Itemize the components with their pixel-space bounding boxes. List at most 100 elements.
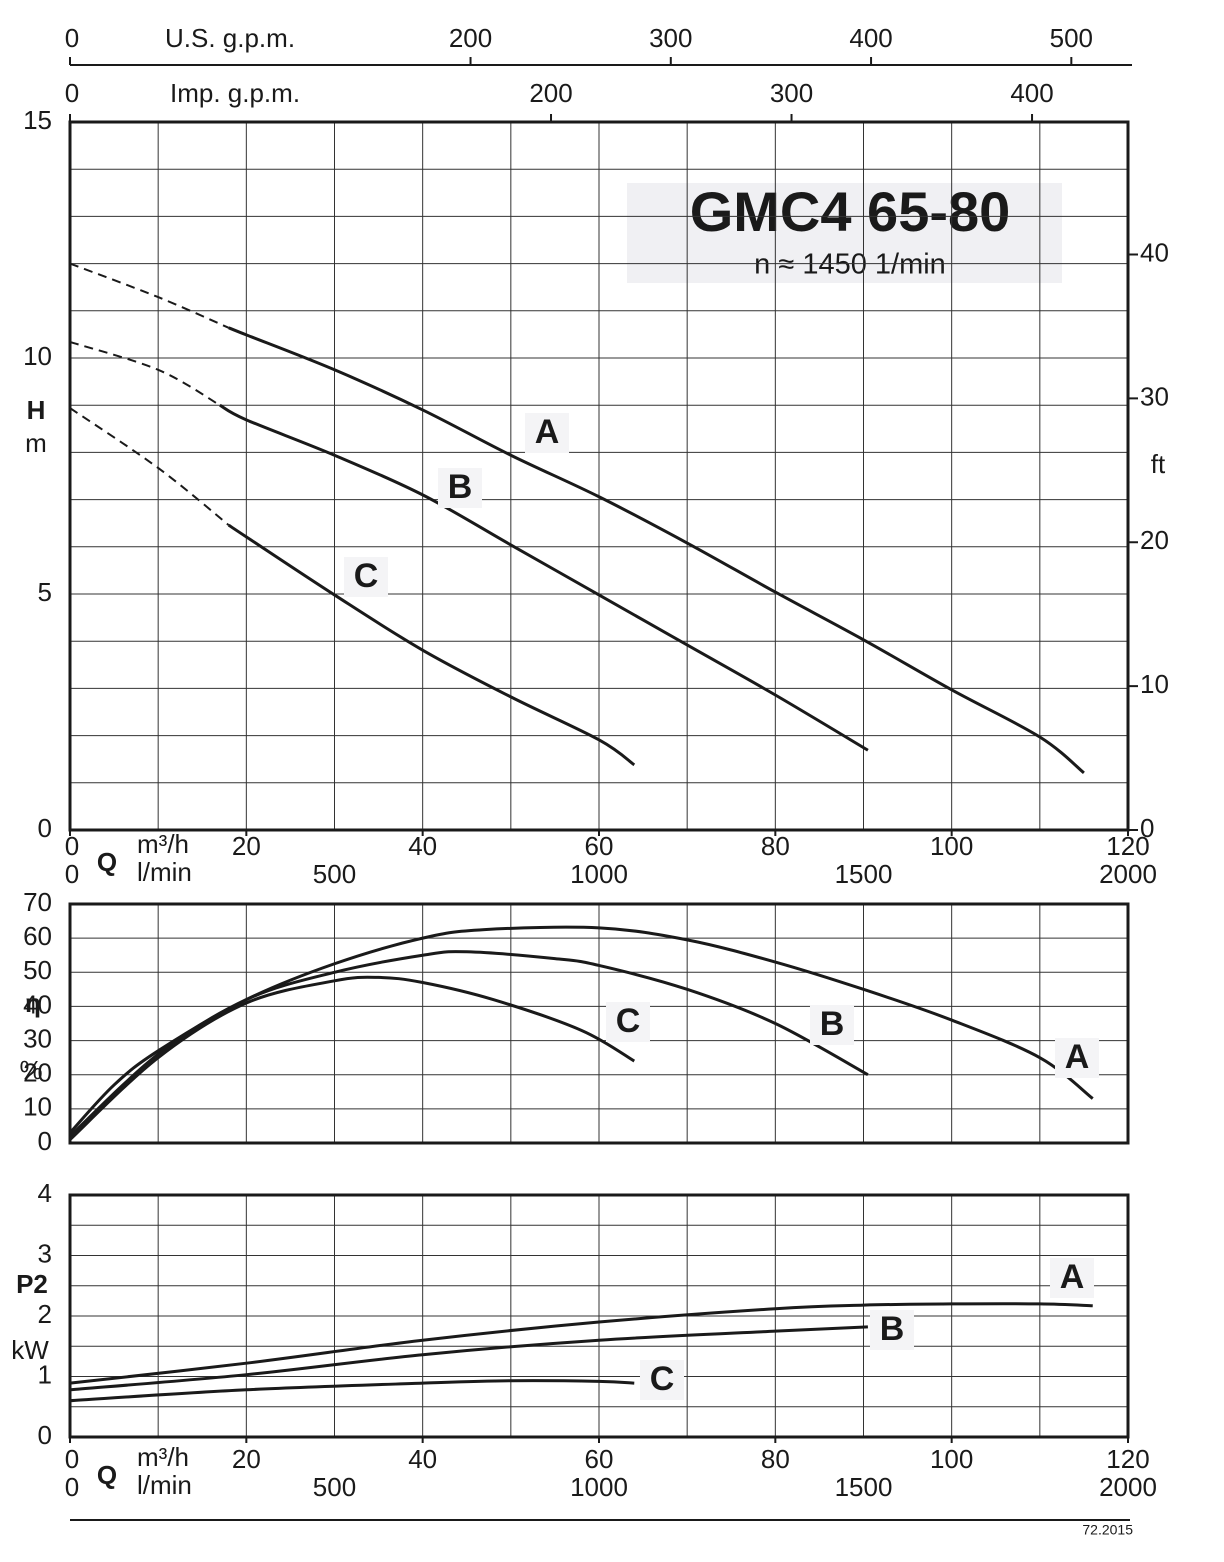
top-tick-label: 400 — [1010, 78, 1053, 108]
y-tick-label: 30 — [23, 1023, 52, 1053]
top-tick-label: 0 — [65, 78, 79, 108]
x-tick-label: 80 — [761, 831, 790, 861]
y-tick-label: 4 — [38, 1178, 52, 1208]
y2-tick-label: 0 — [1140, 813, 1154, 843]
y-tick-label: 70 — [23, 887, 52, 917]
y-axis-unit: % — [19, 1055, 42, 1085]
y-axis-label: P2 — [16, 1269, 48, 1299]
x-tick-label: 80 — [761, 1444, 790, 1474]
x-tick-label: 20 — [232, 831, 261, 861]
x-axis-unit: m³/h — [137, 1442, 189, 1472]
curve — [68, 950, 869, 1138]
curve-label-bg — [525, 413, 569, 453]
x-tick-label: 40 — [408, 831, 437, 861]
x2-tick-label: 1500 — [835, 859, 893, 889]
curve-label: C — [354, 557, 379, 595]
curve-label: B — [820, 1005, 845, 1043]
x2-tick-label: 1000 — [570, 1472, 628, 1502]
y-tick-label: 1 — [38, 1359, 52, 1389]
top-tick-label: 500 — [1050, 23, 1093, 53]
y-axis-unit: kW — [11, 1335, 49, 1365]
x2-tick-label: 500 — [313, 859, 356, 889]
x-tick-label: 120 — [1106, 831, 1149, 861]
curve — [69, 1379, 635, 1403]
curve-label: A — [1065, 1038, 1090, 1076]
curve — [227, 523, 636, 767]
y-tick-label: 3 — [38, 1238, 52, 1268]
x2-axis-label: l/min — [137, 1470, 192, 1500]
y-tick-label: 10 — [23, 1092, 52, 1122]
x-tick-label: 100 — [930, 1444, 973, 1474]
curve-label-bg — [640, 1360, 684, 1400]
x2-tick-label: 0 — [65, 859, 79, 889]
x-tick-label: 120 — [1106, 1444, 1149, 1474]
y-tick-label: 40 — [23, 989, 52, 1019]
y-tick-label: 0 — [38, 1126, 52, 1156]
x2-tick-label: 1000 — [570, 859, 628, 889]
curve-label-bg — [344, 557, 388, 597]
top-tick-label: 300 — [770, 78, 813, 108]
curve — [69, 1302, 1093, 1385]
x-tick-label: 40 — [408, 1444, 437, 1474]
y-tick-label: 15 — [23, 105, 52, 135]
y-tick-label: 5 — [38, 577, 52, 607]
top-axis-label: Imp. g.p.m. — [170, 78, 300, 108]
top-axis-label: U.S. g.p.m. — [165, 23, 295, 53]
x-axis-unit: m³/h — [137, 829, 189, 859]
chart-title: GMC4 65-80 — [690, 180, 1011, 243]
x2-axis-label: l/min — [137, 857, 192, 887]
top-tick-label: 200 — [529, 78, 572, 108]
title-box — [627, 183, 1062, 283]
x-tick-label: 0 — [65, 1444, 79, 1474]
curve — [69, 1325, 868, 1392]
curve-label: B — [880, 1310, 905, 1348]
curve-label: C — [616, 1002, 641, 1040]
y-axis-label: η — [25, 988, 41, 1018]
curve-label-bg — [1050, 1258, 1094, 1298]
x2-tick-label: 0 — [65, 1472, 79, 1502]
y-tick-label: 0 — [38, 813, 52, 843]
x2-tick-label: 500 — [313, 1472, 356, 1502]
y-tick-label: 10 — [23, 341, 52, 371]
curve-label-bg — [1055, 1038, 1099, 1078]
x-axis-label: Q — [97, 847, 117, 877]
top-tick-label: 400 — [849, 23, 892, 53]
y2-tick-label: 10 — [1140, 669, 1169, 699]
curve-extrapolated — [69, 407, 230, 526]
plot-frame — [68, 902, 1130, 1145]
curve-label: B — [448, 468, 473, 506]
curve-label: A — [1060, 1258, 1085, 1296]
y-tick-label: 20 — [23, 1058, 52, 1088]
curve-label-bg — [810, 1005, 854, 1045]
x-tick-label: 20 — [232, 1444, 261, 1474]
y-tick-label: 2 — [38, 1299, 52, 1329]
curve-label: A — [535, 413, 560, 451]
top-tick-label: 0 — [65, 23, 79, 53]
y2-axis-label: ft — [1151, 449, 1166, 479]
y2-tick-label: 40 — [1140, 237, 1169, 267]
x-tick-label: 100 — [930, 831, 973, 861]
x2-tick-label: 2000 — [1099, 1472, 1157, 1502]
y2-tick-label: 30 — [1140, 381, 1169, 411]
curve — [228, 326, 1085, 775]
curve-label: C — [650, 1360, 675, 1398]
curve — [68, 975, 636, 1141]
curve-extrapolated — [69, 262, 230, 329]
curve-label-bg — [870, 1310, 914, 1350]
y-tick-label: 60 — [23, 921, 52, 951]
top-tick-label: 200 — [449, 23, 492, 53]
y-tick-label: 50 — [23, 955, 52, 985]
x2-tick-label: 2000 — [1099, 859, 1157, 889]
x-axis-label: Q — [97, 1460, 117, 1490]
y-tick-label: 0 — [38, 1420, 52, 1450]
curve-extrapolated — [69, 340, 221, 407]
y-axis-unit: m — [25, 428, 47, 458]
x-tick-label: 0 — [65, 831, 79, 861]
y-axis-label: H — [27, 395, 46, 425]
x2-tick-label: 1500 — [835, 1472, 893, 1502]
y2-tick-label: 20 — [1140, 525, 1169, 555]
x-tick-label: 60 — [585, 831, 614, 861]
footer-code: 72.2015 — [1082, 1522, 1133, 1538]
curve-label-bg — [606, 1002, 650, 1042]
x-tick-label: 60 — [585, 1444, 614, 1474]
